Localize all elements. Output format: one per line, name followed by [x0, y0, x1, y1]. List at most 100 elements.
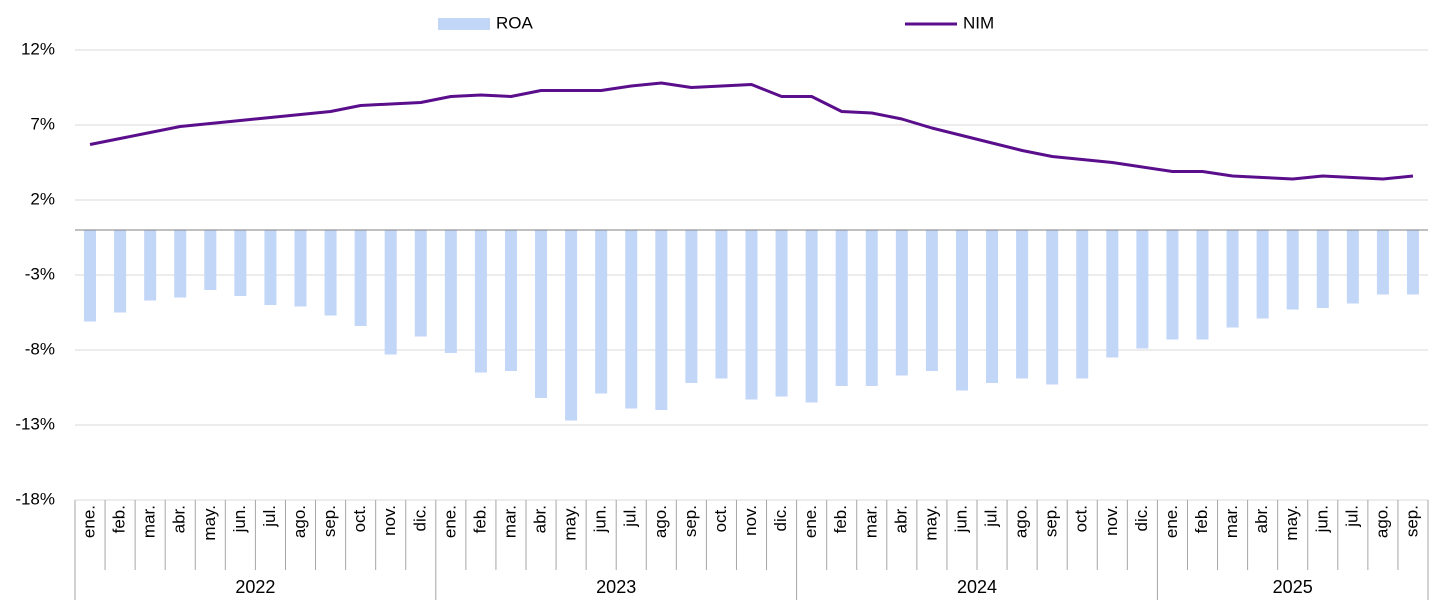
bar [745, 230, 758, 400]
bar [895, 230, 908, 376]
y-tick-label: 12% [21, 39, 55, 58]
x-tick-label: dic. [1132, 505, 1151, 531]
bar [1046, 230, 1059, 385]
y-tick-label: -18% [15, 489, 55, 508]
bar [595, 230, 608, 394]
x-tick-label: feb. [110, 505, 129, 533]
x-tick-label: sep. [1402, 505, 1421, 537]
bar [925, 230, 938, 371]
bar [1016, 230, 1029, 379]
bar [565, 230, 578, 421]
year-label: 2024 [957, 577, 997, 597]
line [89, 81, 1414, 181]
bar [234, 230, 247, 296]
bar [535, 230, 548, 398]
x-tick-label: sep. [681, 505, 700, 537]
x-tick-label: nov. [1102, 505, 1121, 536]
bar [715, 230, 728, 379]
bar [84, 230, 97, 322]
year-label: 2022 [235, 577, 275, 597]
x-tick-label: jul. [621, 505, 640, 528]
bar [1136, 230, 1149, 349]
x-tick-label: ago. [290, 505, 309, 538]
bar [1376, 230, 1389, 295]
x-tick-label: feb. [1192, 505, 1211, 533]
x-tick-label: may. [1282, 505, 1301, 541]
bar [775, 230, 788, 397]
bar [504, 230, 517, 371]
bar [865, 230, 878, 386]
bar [1226, 230, 1239, 328]
x-tick-label: may. [200, 505, 219, 541]
x-tick-label: jun. [1312, 505, 1331, 533]
bar [955, 230, 968, 391]
x-tick-label: ago. [1012, 505, 1031, 538]
x-tick-label: ene. [1162, 505, 1181, 538]
x-tick-label: jul. [982, 505, 1001, 528]
bar [144, 230, 157, 301]
y-tick-label: -8% [25, 339, 55, 358]
x-tick-label: oct. [1072, 505, 1091, 532]
x-tick-label: may. [921, 505, 940, 541]
x-tick-label: mar. [861, 505, 880, 538]
y-tick-label: -3% [25, 264, 55, 283]
y-tick-label: -13% [15, 414, 55, 433]
x-tick-label: ene. [80, 505, 99, 538]
bar [625, 230, 638, 409]
x-tick-label: ago. [1372, 505, 1391, 538]
x-tick-label: oct. [711, 505, 730, 532]
y-tick-label: 2% [30, 189, 55, 208]
bar [1076, 230, 1089, 379]
bar [1286, 230, 1299, 310]
x-tick-label: dic. [771, 505, 790, 531]
bar [805, 230, 818, 403]
x-tick-label: nov. [741, 505, 760, 536]
bar [294, 230, 307, 307]
year-label: 2023 [596, 577, 636, 597]
x-tick-label: jul. [260, 505, 279, 528]
year-label: 2025 [1273, 577, 1313, 597]
x-tick-label: jun. [951, 505, 970, 533]
x-tick-label: dic. [410, 505, 429, 531]
bar [1316, 230, 1329, 308]
x-tick-label: abr. [1252, 505, 1271, 533]
x-tick-label: ago. [651, 505, 670, 538]
bar [474, 230, 487, 373]
y-tick-label: 7% [30, 114, 55, 133]
bar [1166, 230, 1179, 340]
x-tick-label: abr. [170, 505, 189, 533]
x-tick-label: jun. [230, 505, 249, 533]
x-tick-label: mar. [140, 505, 159, 538]
bar [444, 230, 457, 353]
x-tick-label: jul. [1342, 505, 1361, 528]
bar [1196, 230, 1209, 340]
x-tick-label: may. [561, 505, 580, 541]
bar [354, 230, 367, 326]
x-tick-label: oct. [350, 505, 369, 532]
bar [655, 230, 668, 410]
bar [1406, 230, 1419, 295]
x-tick-label: abr. [891, 505, 910, 533]
x-tick-label: jun. [591, 505, 610, 533]
x-tick-label: nov. [380, 505, 399, 536]
x-tick-label: sep. [1042, 505, 1061, 537]
x-tick-label: ene. [801, 505, 820, 538]
x-tick-label: abr. [531, 505, 550, 533]
x-tick-label: feb. [470, 505, 489, 533]
bar [414, 230, 427, 337]
bar [1256, 230, 1269, 319]
bar [384, 230, 397, 355]
bar [1106, 230, 1119, 358]
bar [685, 230, 698, 383]
bar [264, 230, 277, 305]
x-tick-label: mar. [1222, 505, 1241, 538]
bar [204, 230, 217, 290]
x-tick-label: ene. [440, 505, 459, 538]
bar [835, 230, 848, 386]
bar [324, 230, 337, 316]
x-tick-label: sep. [320, 505, 339, 537]
legend-label: NIM [963, 13, 994, 32]
x-tick-label: mar. [500, 505, 519, 538]
bar [114, 230, 127, 313]
